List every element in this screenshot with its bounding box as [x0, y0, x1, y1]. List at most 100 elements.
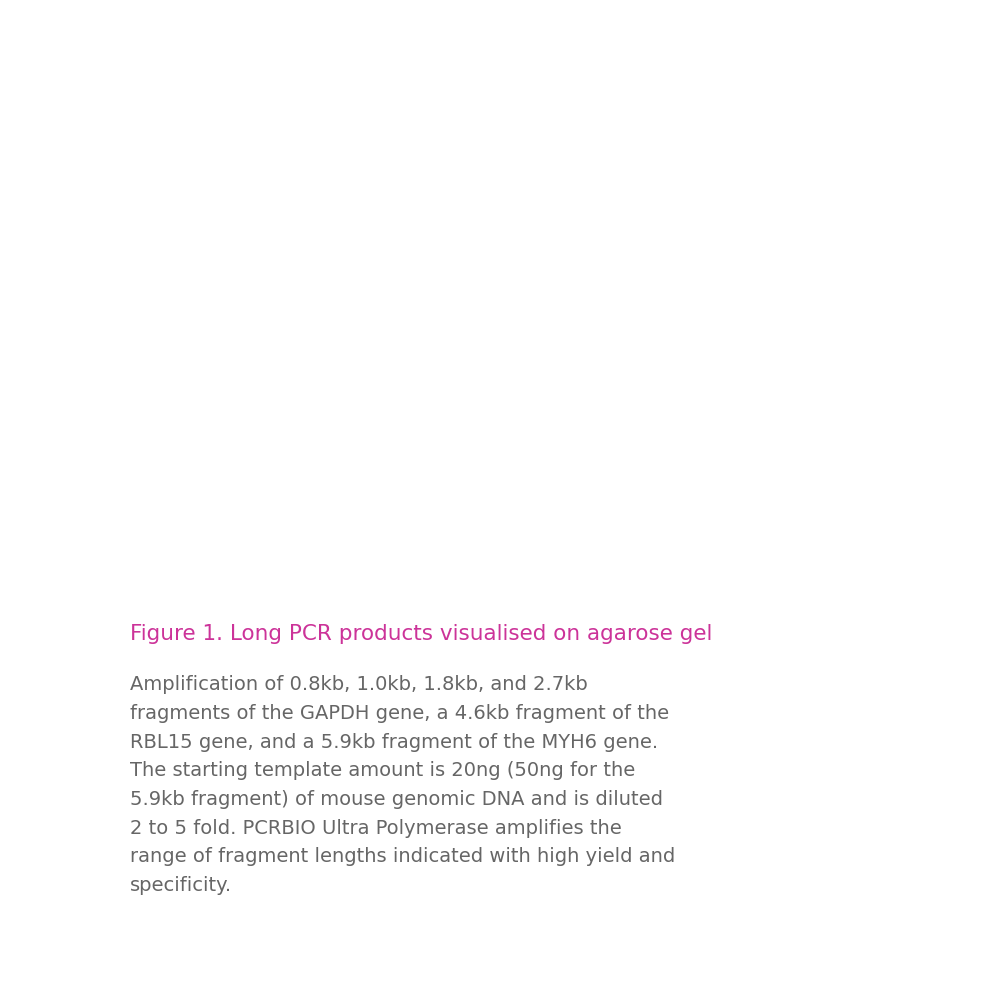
Ellipse shape [776, 188, 805, 198]
Ellipse shape [176, 458, 197, 466]
Ellipse shape [176, 513, 197, 521]
Ellipse shape [363, 316, 387, 326]
Ellipse shape [158, 417, 215, 440]
Ellipse shape [666, 181, 694, 191]
Ellipse shape [363, 327, 387, 337]
Ellipse shape [668, 114, 692, 124]
Ellipse shape [246, 540, 308, 563]
Ellipse shape [552, 269, 581, 279]
Ellipse shape [176, 216, 197, 224]
Ellipse shape [156, 460, 217, 487]
Ellipse shape [547, 298, 586, 310]
Ellipse shape [163, 464, 209, 483]
Ellipse shape [165, 172, 208, 187]
Ellipse shape [152, 448, 220, 499]
Ellipse shape [778, 144, 802, 154]
Ellipse shape [666, 172, 694, 182]
Ellipse shape [362, 359, 388, 370]
Ellipse shape [158, 462, 215, 485]
Ellipse shape [257, 535, 297, 547]
Ellipse shape [171, 469, 201, 478]
Ellipse shape [176, 502, 197, 510]
Ellipse shape [538, 301, 596, 320]
Ellipse shape [668, 123, 693, 133]
Ellipse shape [658, 97, 702, 115]
Ellipse shape [554, 242, 580, 252]
Ellipse shape [658, 150, 702, 168]
Ellipse shape [777, 173, 804, 184]
Ellipse shape [457, 328, 485, 339]
Ellipse shape [658, 110, 702, 128]
Ellipse shape [262, 494, 292, 504]
Ellipse shape [248, 531, 305, 552]
Ellipse shape [355, 473, 395, 485]
Ellipse shape [554, 231, 579, 241]
Ellipse shape [779, 139, 802, 149]
Ellipse shape [360, 457, 390, 467]
Ellipse shape [171, 215, 201, 224]
Ellipse shape [176, 414, 197, 422]
Ellipse shape [456, 337, 485, 347]
Ellipse shape [165, 325, 208, 340]
Ellipse shape [658, 57, 702, 75]
Text: 4600: 4600 [657, 80, 703, 98]
Ellipse shape [176, 469, 197, 477]
Ellipse shape [158, 244, 215, 268]
Text: 5900: 5900 [768, 80, 813, 98]
Ellipse shape [778, 149, 803, 159]
Ellipse shape [442, 373, 500, 394]
Ellipse shape [168, 252, 205, 269]
Ellipse shape [442, 381, 500, 400]
Ellipse shape [760, 211, 820, 234]
Ellipse shape [552, 279, 582, 290]
Ellipse shape [264, 406, 290, 416]
Ellipse shape [265, 355, 289, 365]
Ellipse shape [779, 129, 802, 139]
Ellipse shape [361, 392, 389, 402]
Ellipse shape [555, 226, 579, 236]
Ellipse shape [658, 137, 702, 155]
Ellipse shape [779, 134, 802, 144]
Ellipse shape [176, 370, 197, 378]
Ellipse shape [176, 425, 197, 433]
Text: 1800: 1800 [448, 80, 494, 98]
Ellipse shape [171, 252, 201, 260]
Text: 1000: 1000 [353, 80, 398, 98]
Ellipse shape [176, 304, 197, 312]
Ellipse shape [176, 172, 197, 180]
Ellipse shape [176, 535, 197, 543]
Ellipse shape [168, 234, 205, 251]
Ellipse shape [171, 328, 201, 337]
Ellipse shape [164, 531, 208, 546]
Ellipse shape [666, 191, 695, 201]
Ellipse shape [262, 519, 292, 529]
Ellipse shape [168, 180, 205, 197]
Ellipse shape [658, 124, 702, 142]
Ellipse shape [667, 143, 693, 153]
Ellipse shape [264, 393, 290, 403]
Text: Amplification of 0.8kb, 1.0kb, 1.8kb, and 2.7kb
fragments of the GAPDH gene, a 4: Amplification of 0.8kb, 1.0kb, 1.8kb, an… [130, 675, 675, 895]
Ellipse shape [777, 159, 803, 169]
Ellipse shape [434, 367, 508, 399]
Ellipse shape [765, 118, 816, 168]
Ellipse shape [460, 238, 482, 249]
Ellipse shape [266, 317, 288, 327]
Ellipse shape [184, 291, 207, 311]
Ellipse shape [176, 149, 197, 158]
Ellipse shape [176, 260, 197, 268]
Ellipse shape [553, 247, 580, 258]
Ellipse shape [658, 44, 702, 62]
Ellipse shape [176, 359, 197, 367]
Ellipse shape [658, 177, 702, 195]
Ellipse shape [770, 216, 811, 229]
Ellipse shape [458, 279, 484, 289]
Ellipse shape [264, 418, 290, 428]
Ellipse shape [456, 353, 486, 363]
Ellipse shape [458, 296, 484, 306]
Ellipse shape [168, 291, 205, 317]
Ellipse shape [553, 253, 581, 263]
Ellipse shape [176, 249, 197, 257]
Ellipse shape [667, 152, 694, 162]
Ellipse shape [176, 392, 197, 400]
Ellipse shape [176, 337, 197, 345]
